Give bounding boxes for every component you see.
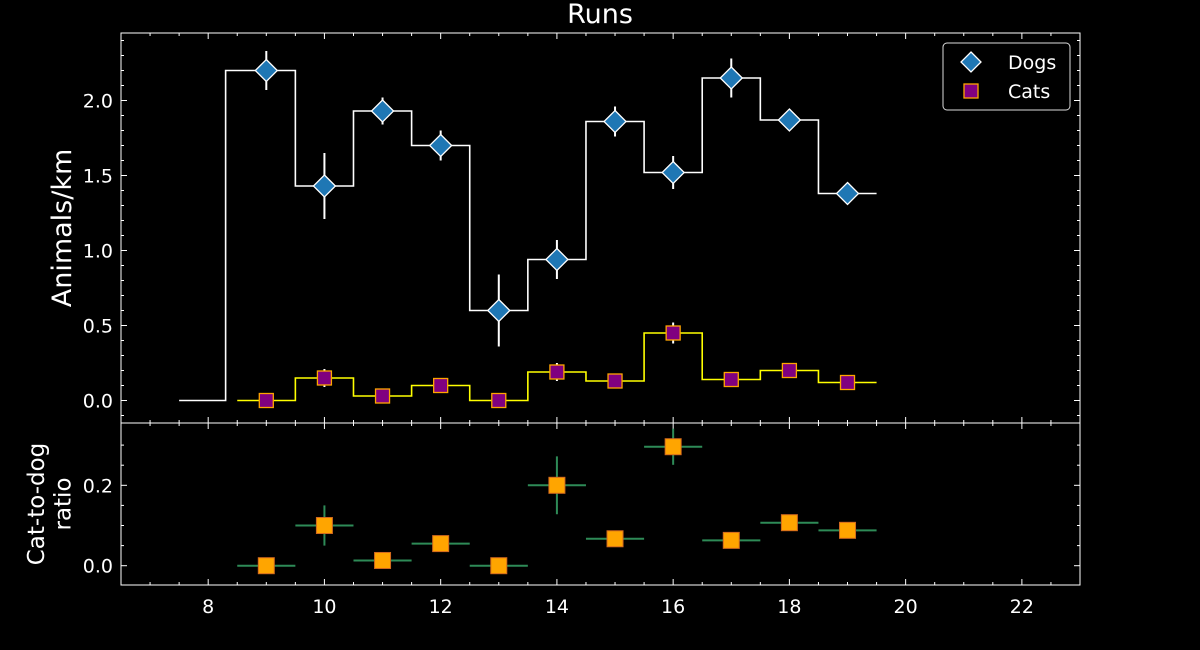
chart-title: Runs xyxy=(567,0,633,30)
dogs-point xyxy=(486,298,511,323)
cats-point xyxy=(433,377,449,394)
dogs-point xyxy=(719,66,744,90)
dogs-point xyxy=(777,108,802,132)
bottom-y-axis-label-line: Cat-to-dog xyxy=(24,443,50,566)
step-line-dogs xyxy=(179,69,877,402)
top-frame xyxy=(120,32,1081,424)
x-tick-label: 12 xyxy=(429,596,453,618)
legend-cats-label: Cats xyxy=(1008,81,1050,103)
bottom-y-tick-label: 0.2 xyxy=(83,475,113,497)
cats-point xyxy=(549,364,565,380)
bottom-panel: 8 10 12 14 16 18 20 22 0.0 0.2 Cat-to-dogratio xyxy=(24,422,1081,618)
x-tick-label: 16 xyxy=(661,596,685,618)
legend-dogs-marker xyxy=(960,51,982,73)
dogs-point xyxy=(312,174,337,198)
ratio-point xyxy=(780,514,798,532)
x-tick-label: 8 xyxy=(202,596,214,618)
bottom-y-tick-label: 0.0 xyxy=(83,556,113,578)
legend-cats-marker xyxy=(963,83,979,99)
dogs-point xyxy=(544,247,569,272)
top-y-tick-label: 0.0 xyxy=(83,391,113,413)
ratio-point xyxy=(548,476,566,494)
top-y-tick-label: 1.5 xyxy=(83,166,113,188)
cats-point xyxy=(665,325,681,341)
dogs-point xyxy=(370,99,395,123)
x-tick-label: 18 xyxy=(777,596,801,618)
ratio-point xyxy=(257,557,275,575)
x-tick-label: 20 xyxy=(894,596,918,618)
top-y-tick-label: 1.0 xyxy=(83,241,113,263)
top-y-tick-label: 0.5 xyxy=(83,316,113,338)
top-panel: 0.0 0.5 1.0 1.5 2.0 Animals/km xyxy=(47,32,1081,424)
cats-point xyxy=(258,392,274,409)
cats-point xyxy=(607,373,623,389)
dogs-point xyxy=(254,58,279,83)
ratio-point xyxy=(722,531,740,549)
x-tick-label: 22 xyxy=(1010,596,1034,618)
dogs-point xyxy=(835,181,860,206)
bottom-y-axis-label: Cat-to-dogratio xyxy=(24,443,76,566)
legend-dogs-label: Dogs xyxy=(1008,52,1056,74)
dogs-point xyxy=(428,133,453,158)
dogs-point xyxy=(603,109,627,134)
ratio-point xyxy=(315,517,333,535)
ratio-point xyxy=(839,521,857,539)
dogs-point xyxy=(661,160,686,185)
top-y-tick-label: 2.0 xyxy=(83,91,113,113)
cats-point xyxy=(781,362,798,379)
legend: Dogs Cats xyxy=(942,42,1071,111)
bottom-y-axis-label-line: ratio xyxy=(50,477,76,530)
ratio-point xyxy=(432,535,450,553)
ratio-point xyxy=(374,551,392,569)
cats-point xyxy=(723,371,739,388)
x-tick-label: 10 xyxy=(312,596,336,618)
cats-point xyxy=(316,370,333,386)
x-tick-label: 14 xyxy=(545,596,569,618)
bottom-frame xyxy=(120,422,1081,586)
top-y-axis-label: Animals/km xyxy=(47,149,78,308)
cats-point xyxy=(839,374,856,391)
cats-point xyxy=(374,388,391,404)
cats-point xyxy=(491,392,507,409)
ratio-point xyxy=(606,530,624,548)
ratio-point xyxy=(490,557,508,575)
ratio-point xyxy=(664,438,682,456)
